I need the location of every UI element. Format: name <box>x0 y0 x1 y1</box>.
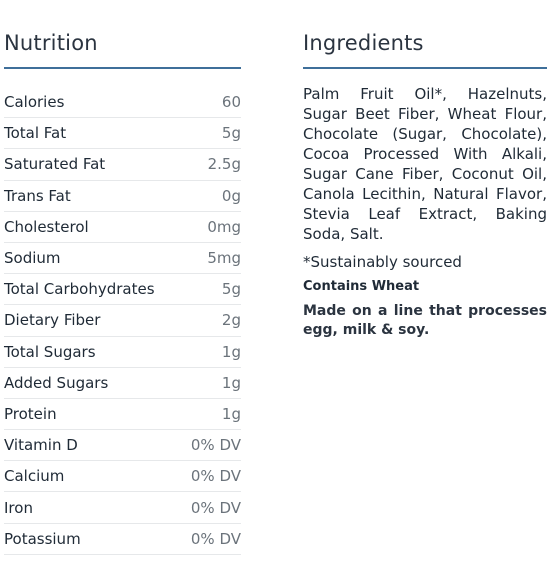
ingredients-divider <box>303 67 547 69</box>
nutrient-name: Total Carbohydrates <box>4 280 155 299</box>
nutrient-name: Saturated Fat <box>4 155 106 174</box>
sourcing-note: *Sustainably sourced <box>303 253 462 271</box>
nutrient-name: Added Sugars <box>4 373 109 392</box>
nutrition-row-sodium: Sodium 5mg <box>4 243 241 275</box>
ingredients-title: Ingredients <box>303 31 424 55</box>
nutrient-name: Potassium <box>4 529 81 548</box>
nutrition-row-dietary-fiber: Dietary Fiber 2g <box>4 305 241 337</box>
nutrient-value: 2.5g <box>207 155 241 174</box>
nutrition-title: Nutrition <box>4 31 98 55</box>
nutrient-name: Calories <box>4 93 65 112</box>
nutrient-value: 0mg <box>207 217 241 236</box>
nutrient-value: 0% DV <box>190 498 241 517</box>
nutrition-row-vitamin-d: Vitamin D 0% DV <box>4 430 241 462</box>
allergen-statement: Contains Wheat <box>303 279 420 294</box>
nutrient-value: 0% DV <box>190 529 241 548</box>
nutrition-section: Nutrition Calories 60 Total Fat 5g Satur… <box>4 28 241 555</box>
nutrient-value: 1g <box>221 373 241 392</box>
nutrient-value: 2g <box>221 311 241 330</box>
nutrient-value: 5mg <box>207 249 241 268</box>
nutrient-name: Total Sugars <box>4 342 96 361</box>
nutrient-value: 0g <box>221 186 241 205</box>
nutrient-value: 1g <box>221 404 241 423</box>
nutrient-value: 60 <box>221 93 241 112</box>
facility-statement: Made on a line that processes egg, milk … <box>303 303 547 338</box>
nutrient-name: Calcium <box>4 467 65 486</box>
nutrient-name: Cholesterol <box>4 217 89 236</box>
ingredients-list: Palm Fruit Oil*, Hazelnuts, Sugar Beet F… <box>303 85 547 243</box>
nutrition-row-cholesterol: Cholesterol 0mg <box>4 212 241 243</box>
nutrient-value: 5g <box>221 124 241 143</box>
nutrient-name: Dietary Fiber <box>4 311 101 330</box>
nutrient-name: Vitamin D <box>4 436 78 455</box>
nutrition-row-protein: Protein 1g <box>4 399 241 431</box>
nutrition-row-added-sugars: Added Sugars 1g <box>4 368 241 399</box>
nutrient-name: Sodium <box>4 249 61 268</box>
nutrition-list: Calories 60 Total Fat 5g Saturated Fat 2… <box>4 87 241 555</box>
ingredients-section: Ingredients Palm Fruit Oil*, Hazelnuts, … <box>303 28 547 340</box>
nutrition-row-total-sugars: Total Sugars 1g <box>4 337 241 368</box>
nutrition-row-potassium: Potassium 0% DV <box>4 524 241 555</box>
nutrient-value: 1g <box>221 342 241 361</box>
nutrient-name: Trans Fat <box>4 186 71 205</box>
nutrition-row-iron: Iron 0% DV <box>4 492 241 524</box>
nutrition-row-trans-fat: Trans Fat 0g <box>4 181 241 212</box>
nutrient-name: Protein <box>4 404 57 423</box>
nutrient-name: Iron <box>4 498 33 517</box>
nutrient-value: 0% DV <box>190 436 241 455</box>
nutrient-value: 5g <box>221 280 241 299</box>
nutrition-row-calcium: Calcium 0% DV <box>4 461 241 493</box>
nutrition-divider <box>4 67 241 69</box>
nutrition-row-calories: Calories 60 <box>4 87 241 119</box>
nutrition-row-saturated-fat: Saturated Fat 2.5g <box>4 149 241 181</box>
nutrient-value: 0% DV <box>190 467 241 486</box>
nutrition-row-total-fat: Total Fat 5g <box>4 118 241 150</box>
nutrient-name: Total Fat <box>4 124 67 143</box>
nutrition-row-total-carbohydrates: Total Carbohydrates 5g <box>4 274 241 306</box>
